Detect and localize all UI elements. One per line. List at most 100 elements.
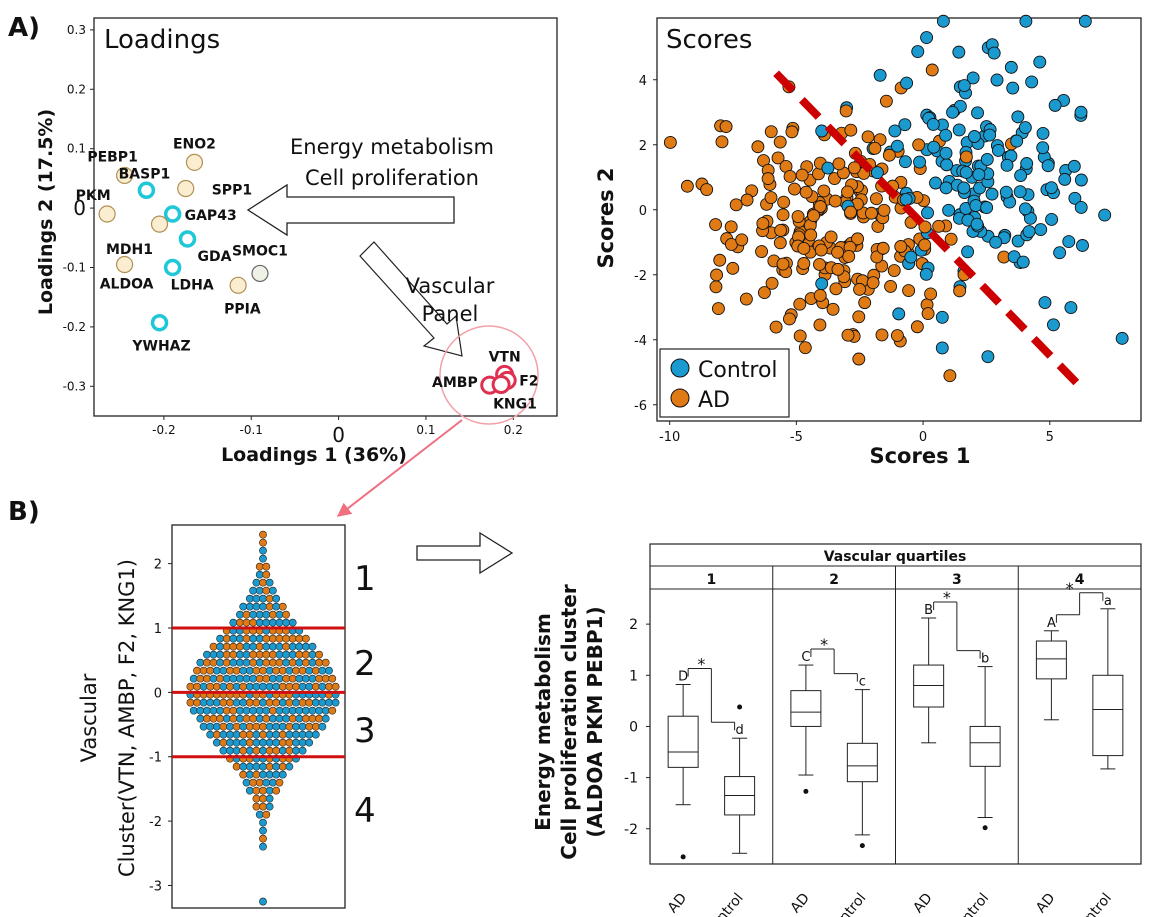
swarm-point [272,594,281,603]
score-point-ad [861,130,875,144]
legend-marker-ad [670,388,690,408]
swarm-point [249,610,257,619]
score-point-ad [890,329,904,343]
swarm-point [252,666,261,675]
score-point-control [1045,213,1059,226]
boxplot-chart: Vascular quartiles 1 D AD d Control * 2 C AD c Con… [531,543,1142,917]
score-point-control [987,46,1001,60]
box-y-label-line1: Energy metabolism [531,613,555,831]
swarm-point [235,714,244,723]
swarm-point [278,682,287,691]
swarm-point [226,682,234,691]
score-point-ad [764,191,778,205]
swarm-point [259,682,267,691]
swarm-point [268,658,277,667]
score-point-ad [793,297,807,311]
loading-point-ywhaz [150,313,169,332]
swarm-point [259,770,267,779]
swarm-point [229,634,238,643]
swarm-point [239,698,248,707]
swarm-point [255,674,264,683]
loading-point-pebp1 [115,166,134,185]
swarm-point [245,762,254,771]
score-point-ad [813,200,827,213]
swarm-point [298,698,307,707]
score-point-control [898,155,912,169]
swarm-point [282,658,290,667]
score-point-control [942,203,956,217]
score-point-control [970,217,984,231]
score-point-ad [852,352,866,366]
swarm-point [288,650,297,659]
score-point-ad [774,223,788,237]
score-point-control [1025,75,1039,89]
swarm-point [318,722,327,731]
swarm-point [209,658,218,667]
swarm-point [272,730,281,739]
swarm-point [216,706,224,715]
swarm-point [202,658,211,667]
significance-letter: B [924,603,933,618]
significance-star: * [1066,579,1074,598]
panel-strip-label: 1 [707,572,717,588]
swarm-point [216,650,224,659]
scores-chart: Scores -10 -5 0 5 4 2 0 -2 -4 -6 Control AD Score… [594,14,1142,468]
swarm-point [219,698,228,707]
swarm-point [226,722,234,731]
score-point-control [971,106,984,120]
loadings-x-label: Loadings 1 (36%) [221,444,407,466]
score-point-control [1034,223,1048,237]
loading-label-pebp1: PEBP1 [87,149,138,165]
loadings-x-tick-label: -0.1 [240,423,263,437]
vascular-annotation-1: Vascular [406,274,495,298]
swarm-point [305,738,314,747]
swarm-point [212,698,221,707]
score-point-control [957,79,971,93]
score-point-control [1115,331,1129,345]
score-point-control [921,206,934,220]
score-point-ad [761,172,775,186]
score-point-ad [828,194,842,208]
swarm-point [325,698,333,707]
score-point-ad [918,220,932,234]
swarm-point [239,602,248,611]
score-point-control [904,250,918,264]
swarm-point [288,634,297,643]
swarm-point [232,698,241,707]
swarm-point [305,722,314,731]
swarm-point [216,634,224,643]
category-label-control: Control [1070,890,1115,917]
swarm-point [268,642,277,651]
score-point-ad [710,268,723,282]
score-point-ad [831,245,845,259]
box-control [846,742,878,783]
score-point-control [1053,246,1067,260]
score-point-control [991,144,1005,157]
score-point-ad [921,307,935,321]
swarm-point [255,658,264,667]
swarm-point [222,706,231,715]
score-point-control [892,307,906,321]
score-point-control [989,235,1003,249]
score-point-control [920,31,934,44]
swarm-point [321,706,330,715]
box-y-label: Energy metabolism Cell proliferation clu… [531,584,607,860]
score-point-control [873,68,887,82]
swarm-point [262,586,271,595]
swarm-point [262,658,271,667]
vascular-panel-circle [439,325,539,425]
loadings-y-label: Loadings 2 (17.5%) [35,109,57,315]
loading-label-basp1: BASP1 [119,166,171,182]
swarm-point [259,818,267,827]
swarm-point [268,650,277,659]
score-point-control [939,146,953,160]
swarm-point [232,682,241,691]
score-point-control [815,124,829,138]
significance-letter: A [1047,616,1056,631]
swarm-point [295,674,304,683]
swarm-point [308,706,317,715]
swarm-point [212,682,221,691]
swarm-point [301,634,310,643]
swarm-point [216,714,224,723]
swarm-point [186,698,195,707]
